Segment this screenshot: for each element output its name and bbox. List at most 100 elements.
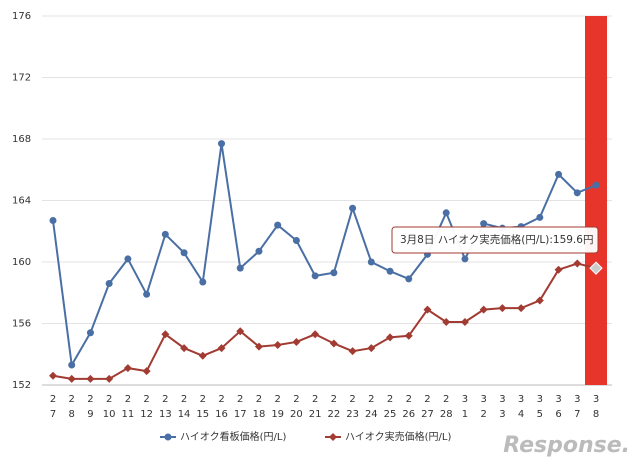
point — [124, 255, 132, 263]
point — [86, 374, 95, 383]
x-tick-label: 2 — [275, 394, 281, 405]
point — [442, 209, 450, 217]
point — [180, 249, 188, 257]
legend: ハイオク看板価格(円/L) ハイオク実売価格(円/L) — [160, 430, 451, 443]
x-tick-label: 14 — [178, 409, 191, 420]
x-tick-label: 3 — [518, 394, 524, 405]
legend-marker — [329, 433, 337, 441]
legend-marker — [164, 433, 172, 441]
x-tick-label: 2 — [480, 409, 486, 420]
y-tick-label: 160 — [12, 257, 31, 268]
legend-label: ハイオク実売価格(円/L) — [345, 430, 451, 443]
x-tick-label: 2 — [69, 394, 75, 405]
x-tick-label: 19 — [271, 409, 284, 420]
x-tick-label: 18 — [253, 409, 266, 420]
x-tick-label: 8 — [593, 409, 599, 420]
x-tick-label: 2 — [87, 394, 93, 405]
x-tick-label: 13 — [159, 409, 172, 420]
x-tick-label: 10 — [103, 409, 116, 420]
y-tick-label: 168 — [12, 134, 31, 145]
watermark: Response. — [503, 433, 630, 458]
x-tick-label: 27 — [421, 409, 434, 420]
x-tick-label: 2 — [256, 394, 262, 405]
point — [386, 267, 394, 275]
x-tick-label: 2 — [368, 394, 374, 405]
point — [180, 344, 189, 353]
point — [49, 216, 57, 224]
point — [348, 347, 357, 356]
plot — [49, 140, 600, 383]
point — [479, 305, 488, 314]
point — [274, 221, 282, 229]
y-tick-label: 164 — [12, 196, 31, 207]
point — [536, 213, 544, 221]
point — [86, 329, 94, 337]
point — [105, 374, 114, 383]
x-tick-label: 2 — [125, 394, 131, 405]
point — [292, 337, 301, 346]
highlight — [585, 16, 607, 385]
x-tick-label: 12 — [140, 409, 153, 420]
x-tick-label: 2 — [293, 394, 299, 405]
point — [217, 344, 226, 353]
x-tick-label: 9 — [87, 409, 93, 420]
x-tick-label: 28 — [440, 409, 453, 420]
point — [199, 278, 207, 286]
x-tick-label: 20 — [290, 409, 303, 420]
point — [592, 181, 600, 189]
x-tick-label: 2 — [331, 394, 337, 405]
point — [49, 371, 57, 380]
legend-label: ハイオク看板価格(円/L) — [180, 430, 286, 443]
x-tick-label: 2 — [181, 394, 187, 405]
point — [142, 367, 151, 376]
point — [311, 272, 319, 280]
series-line — [52, 262, 597, 380]
x-tick-label: 2 — [349, 394, 355, 405]
x-tick-label: 17 — [234, 409, 247, 420]
x-tick-label: 3 — [574, 394, 580, 405]
highlight-bar — [585, 16, 607, 385]
x-tick-label: 2 — [424, 394, 430, 405]
point — [573, 189, 581, 197]
point — [480, 220, 488, 228]
point — [555, 170, 563, 178]
point — [68, 361, 76, 369]
x-tick-label: 2 — [312, 394, 318, 405]
point — [405, 275, 413, 283]
point — [404, 331, 413, 340]
point — [367, 258, 375, 266]
point — [218, 140, 226, 148]
y-tick-label: 172 — [12, 73, 31, 84]
x-tick-label: 15 — [196, 409, 209, 420]
point — [255, 247, 263, 255]
point — [461, 255, 469, 263]
x-tick-label: 5 — [537, 409, 543, 420]
point — [573, 259, 582, 268]
x-tick-label: 2 — [143, 394, 149, 405]
x-tick-label: 2 — [50, 394, 56, 405]
x-tick-label: 2 — [387, 394, 393, 405]
x-tick-label: 3 — [499, 394, 505, 405]
point — [105, 280, 113, 288]
grid — [42, 15, 612, 386]
x-tick-label: 1 — [462, 409, 468, 420]
x-tick-label: 3 — [555, 394, 561, 405]
x-tick-label: 4 — [518, 409, 524, 420]
point — [535, 296, 544, 305]
y-tick-label: 156 — [12, 319, 31, 330]
x-tick-label: 23 — [346, 409, 359, 420]
point — [67, 374, 76, 383]
point — [198, 351, 207, 360]
tooltip-marker — [589, 261, 603, 275]
x-tick-label: 11 — [122, 409, 135, 420]
x-tick-label: 6 — [555, 409, 561, 420]
point — [292, 236, 300, 244]
axis-labels: 1521561601641681721762728292102112122132… — [12, 11, 599, 420]
x-tick-label: 22 — [327, 409, 340, 420]
point — [423, 305, 432, 314]
point — [161, 330, 170, 339]
tooltip-box — [391, 226, 599, 254]
tooltip-text: 3月8日 ハイオク実売価格(円/L):159.6円 — [400, 233, 593, 246]
x-tick-label: 2 — [237, 394, 243, 405]
